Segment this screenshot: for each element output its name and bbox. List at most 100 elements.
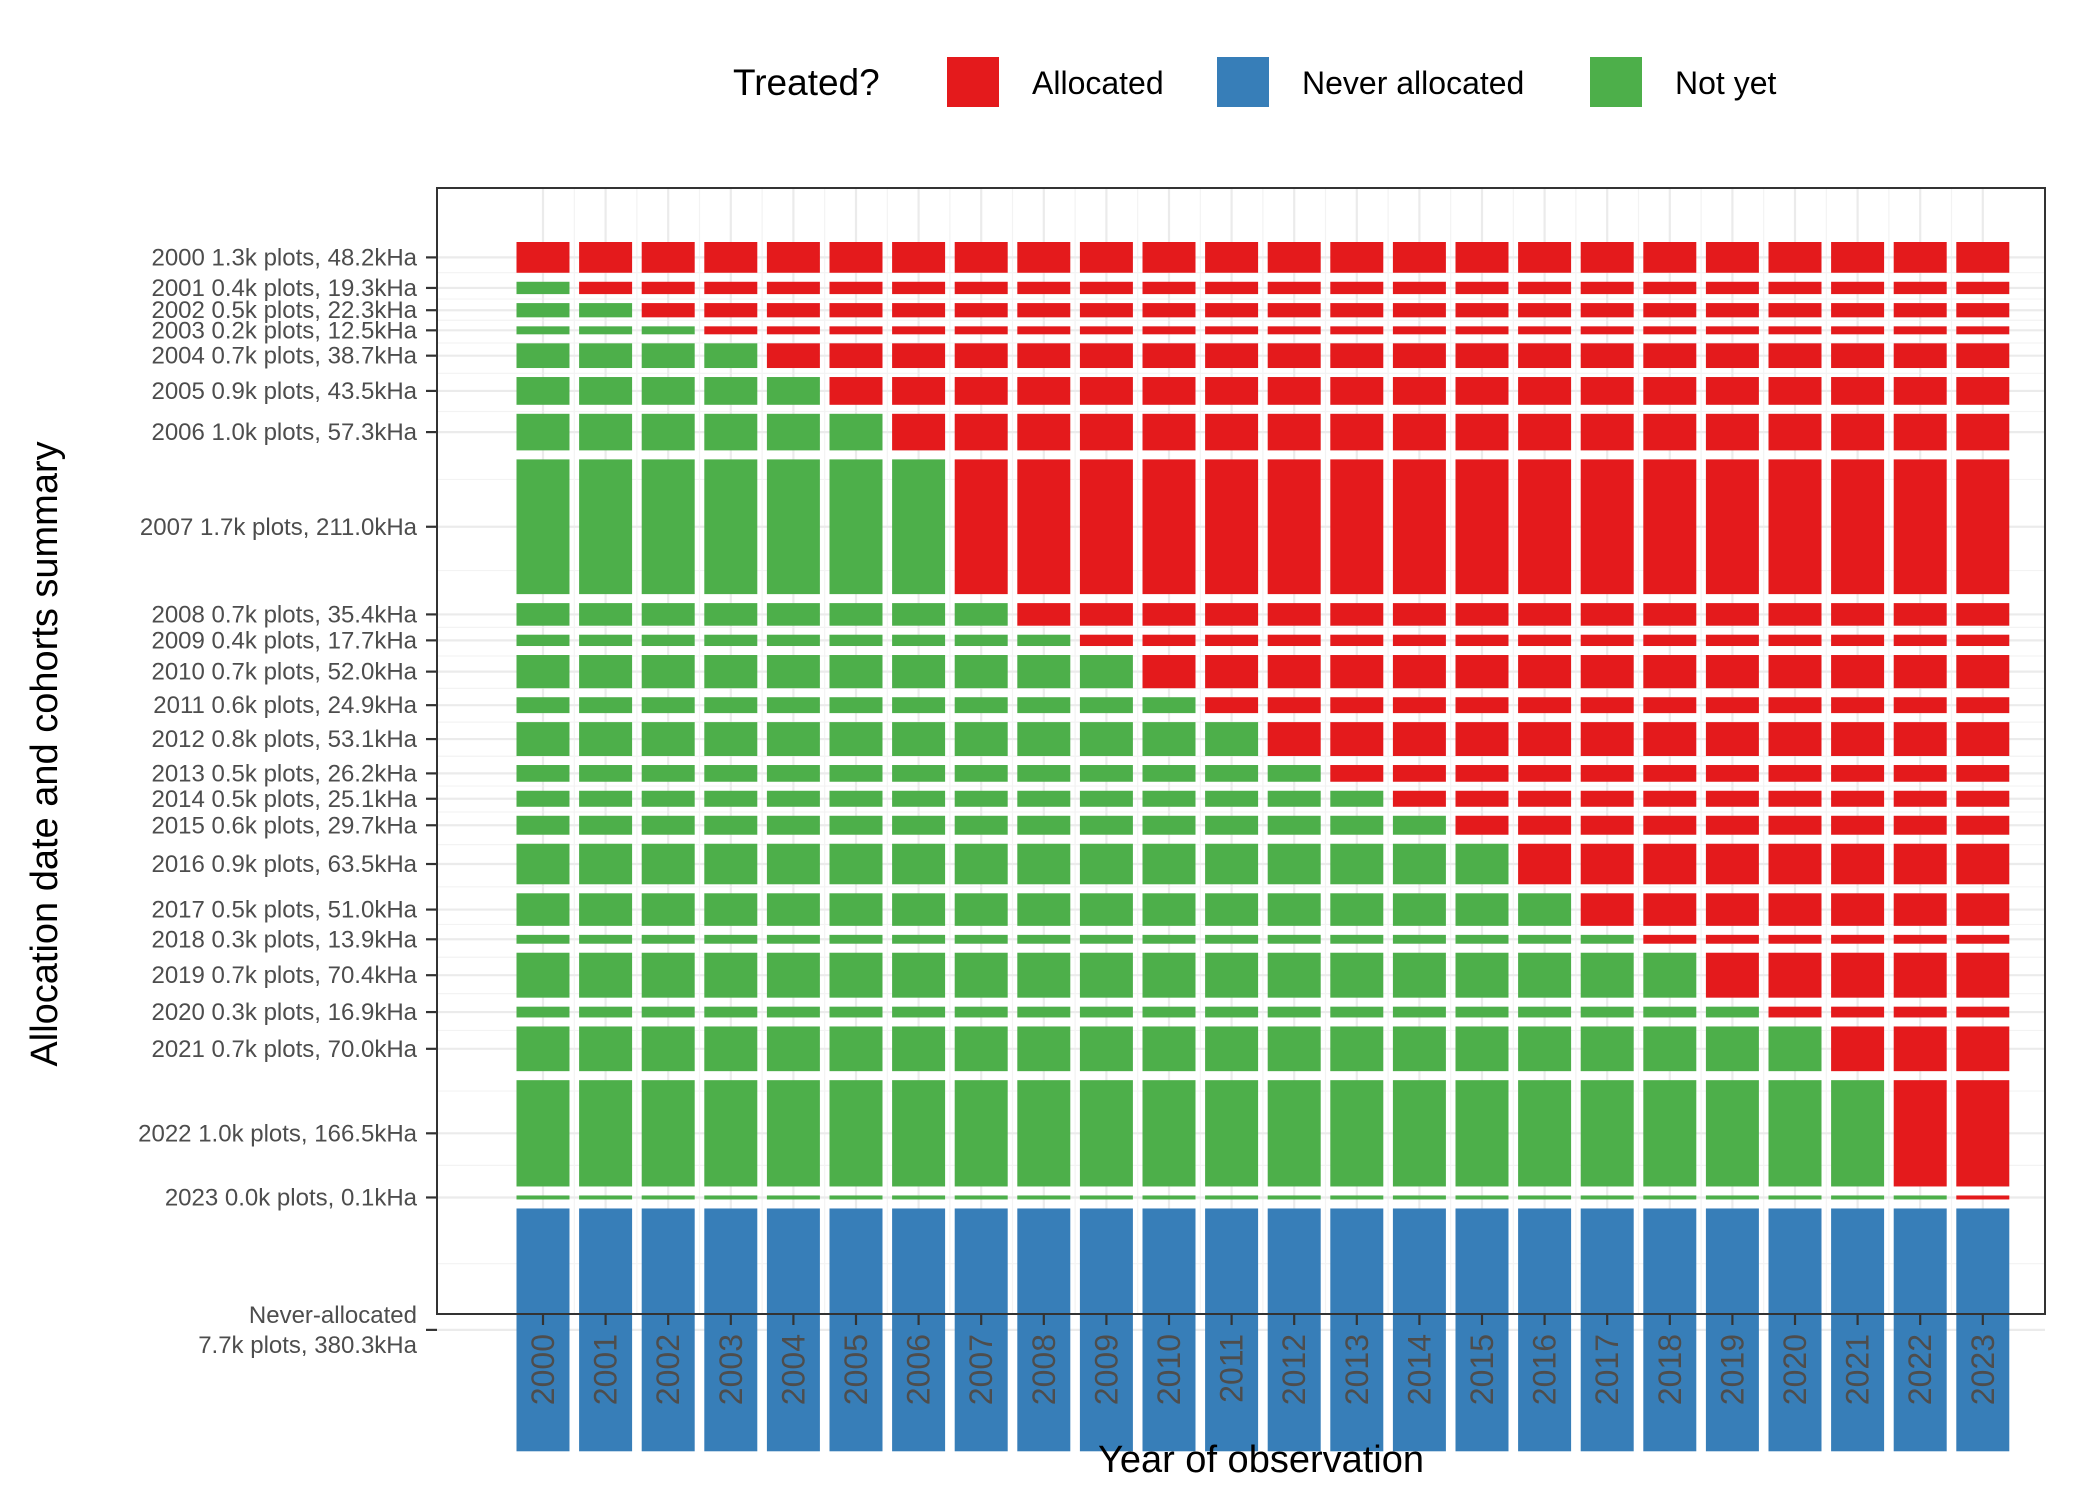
tile	[1330, 1080, 1384, 1187]
legend-key	[947, 57, 999, 107]
tile	[1330, 697, 1384, 714]
tile	[1017, 934, 1071, 944]
tile	[1017, 655, 1071, 689]
tile	[1831, 815, 1885, 835]
tile	[704, 1026, 758, 1072]
tile	[1017, 326, 1071, 335]
tile	[1893, 377, 1947, 405]
tile	[1392, 952, 1446, 998]
tile	[1705, 952, 1759, 998]
y-tick-label: 2009 0.4k plots, 17.7kHa	[151, 627, 417, 654]
tile	[1956, 242, 2010, 273]
tile	[1831, 413, 1885, 451]
tile	[829, 242, 883, 273]
tile	[1017, 343, 1071, 369]
tile	[1893, 934, 1947, 944]
tile	[1580, 815, 1634, 835]
tile	[829, 765, 883, 782]
tile	[1455, 242, 1509, 273]
tile	[1330, 377, 1384, 405]
tile	[766, 1195, 820, 1200]
tile	[1768, 655, 1822, 689]
tile	[829, 655, 883, 689]
tile	[1831, 281, 1885, 295]
tile	[704, 459, 758, 595]
tile	[1518, 459, 1572, 595]
tile	[579, 326, 633, 335]
tile	[829, 281, 883, 295]
tile	[1643, 790, 1697, 807]
tile	[1267, 655, 1321, 689]
tile	[1267, 603, 1321, 626]
tile	[954, 1026, 1008, 1072]
tile	[1705, 765, 1759, 782]
tile	[1079, 377, 1133, 405]
y-tick-label: 2008 0.7k plots, 35.4kHa	[151, 601, 417, 628]
tile	[829, 377, 883, 405]
tile	[954, 934, 1008, 944]
tile	[1768, 459, 1822, 595]
y-tick-label: 2015 0.6k plots, 29.7kHa	[151, 812, 417, 839]
tile	[1643, 1208, 1697, 1452]
tile	[1205, 843, 1259, 885]
tile	[1768, 722, 1822, 757]
tile	[954, 1208, 1008, 1452]
y-tick-label: 2022 1.0k plots, 166.5kHa	[138, 1120, 418, 1147]
tile	[1455, 934, 1509, 944]
tile	[1580, 603, 1634, 626]
tile	[1893, 281, 1947, 295]
tile	[766, 377, 820, 405]
tile	[1643, 459, 1697, 595]
tile	[1017, 815, 1071, 835]
tile	[1267, 893, 1321, 926]
tile	[641, 459, 695, 595]
tile	[516, 603, 570, 626]
tile	[1580, 722, 1634, 757]
tile	[1017, 413, 1071, 451]
x-tick-label: 2000	[525, 1334, 561, 1405]
tile	[1142, 303, 1196, 318]
tile	[1079, 790, 1133, 807]
x-tick-label: 2014	[1401, 1334, 1437, 1405]
tile	[704, 1080, 758, 1187]
tile	[1455, 815, 1509, 835]
tile	[1518, 242, 1572, 273]
tile	[1142, 281, 1196, 295]
tile	[892, 722, 946, 757]
tile	[1956, 934, 2010, 944]
tile	[1455, 1195, 1509, 1200]
tile	[704, 697, 758, 714]
tile	[954, 843, 1008, 885]
panel-border	[436, 187, 2046, 1315]
y-tick-label: 2023 0.0k plots, 0.1kHa	[165, 1184, 418, 1211]
tile	[641, 655, 695, 689]
x-tick-label: 2009	[1088, 1334, 1124, 1405]
tile	[1017, 1006, 1071, 1018]
tile	[1079, 722, 1133, 757]
tile	[704, 1208, 758, 1452]
tile	[1768, 790, 1822, 807]
tile	[1392, 893, 1446, 926]
tile	[766, 952, 820, 998]
tile	[1893, 1208, 1947, 1452]
x-tick-label: 2018	[1652, 1334, 1688, 1405]
tile	[1392, 343, 1446, 369]
tile	[892, 1208, 946, 1452]
tile	[1455, 1080, 1509, 1187]
tile	[516, 459, 570, 595]
tile	[954, 1080, 1008, 1187]
tile	[892, 303, 946, 318]
tile	[1831, 1080, 1885, 1187]
tile	[1956, 893, 2010, 926]
tile	[766, 303, 820, 318]
tile	[954, 326, 1008, 335]
tile	[1768, 815, 1822, 835]
tile	[1267, 281, 1321, 295]
tile	[1205, 343, 1259, 369]
tile	[1705, 242, 1759, 273]
tile	[579, 697, 633, 714]
tile	[829, 343, 883, 369]
tile	[1455, 765, 1509, 782]
tile	[1330, 634, 1384, 647]
tile	[1768, 1006, 1822, 1018]
